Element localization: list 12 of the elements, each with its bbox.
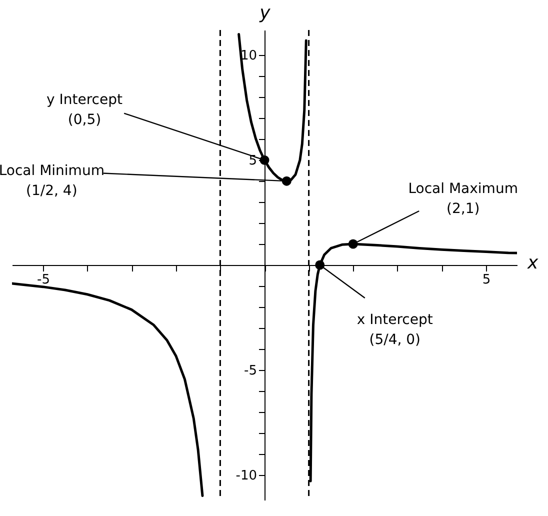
y-tick-label: 10 bbox=[240, 48, 257, 64]
line-series bbox=[12, 282, 204, 498]
y-tick-label: -5 bbox=[244, 363, 257, 378]
x-axis-title: x bbox=[526, 252, 538, 274]
y-axis-title: y bbox=[258, 2, 271, 24]
annotation: x Intercept (5/4, 0) bbox=[356, 312, 434, 348]
point bbox=[282, 176, 292, 186]
annotation: Local Maximum (2,1) bbox=[408, 181, 518, 218]
annotation: Local Minimum (1/2, 4) bbox=[0, 163, 104, 200]
point bbox=[348, 239, 358, 249]
annotation: y Intercept (0,5) bbox=[46, 92, 123, 128]
y-tick-label: -10 bbox=[236, 468, 257, 484]
